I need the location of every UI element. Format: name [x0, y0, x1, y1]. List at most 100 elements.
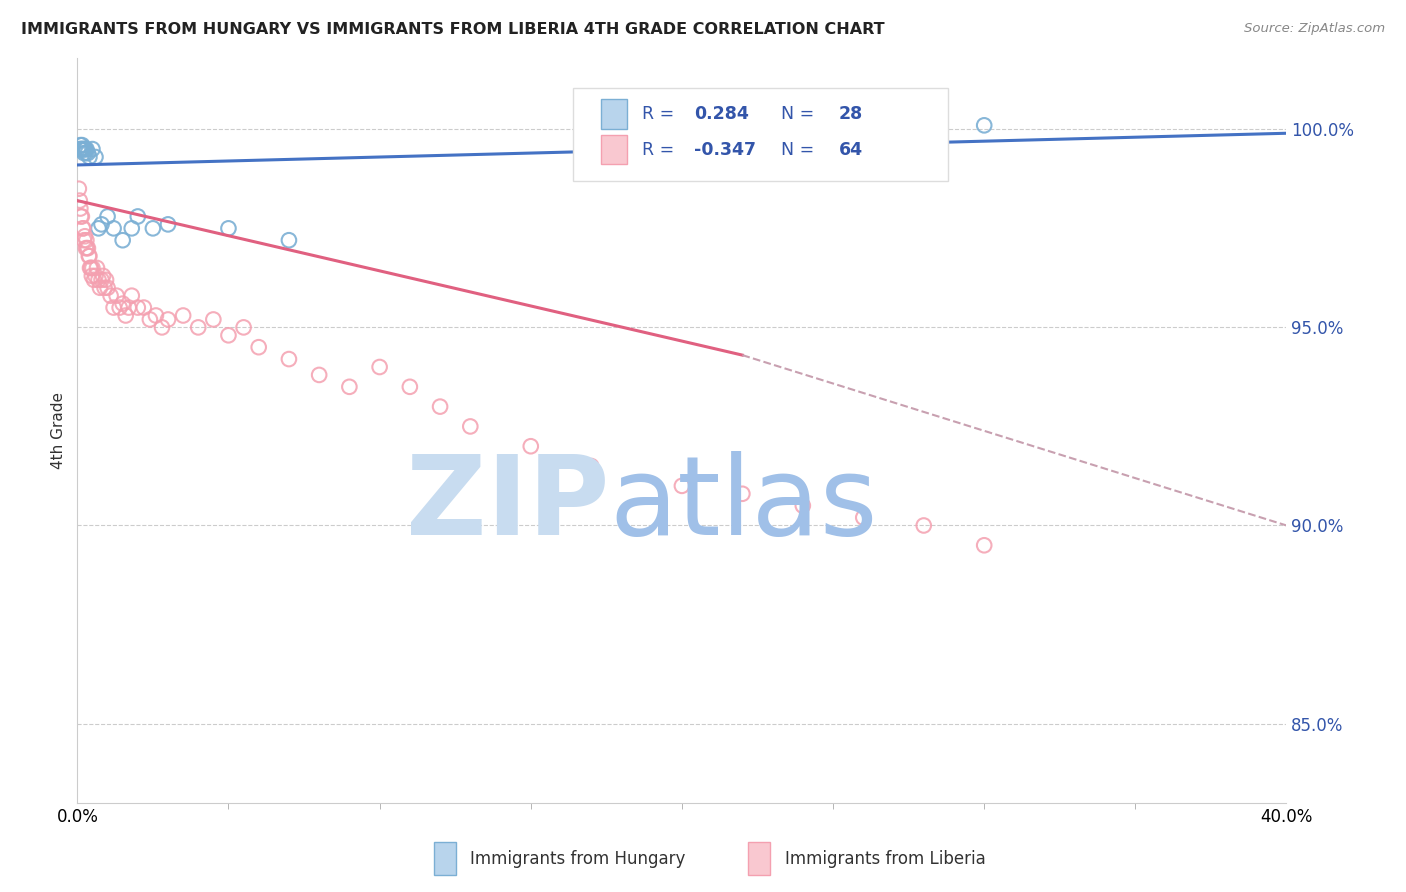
Text: Immigrants from Hungary: Immigrants from Hungary [470, 850, 686, 868]
Point [731, 487, 754, 501]
Point [89, 281, 111, 295]
Point [80, 268, 103, 283]
Point [187, 320, 209, 334]
Point [70, 138, 93, 153]
Point [103, 301, 125, 315]
Point [73, 229, 96, 244]
Point [96, 210, 118, 224]
Point [94, 273, 117, 287]
Point [121, 221, 143, 235]
Point [69, 194, 91, 208]
Point [278, 233, 301, 247]
FancyBboxPatch shape [574, 87, 948, 181]
Point [79, 260, 101, 275]
Point [72, 142, 94, 156]
Bar [434, 842, 456, 875]
Point [83, 273, 105, 287]
Point [145, 309, 167, 323]
Point [73, 233, 96, 247]
Point [75, 241, 97, 255]
Point [70, 142, 93, 156]
Text: -0.347: -0.347 [695, 141, 756, 159]
Point [520, 439, 543, 453]
Point [100, 288, 122, 302]
Text: 0.284: 0.284 [695, 105, 749, 123]
Point [111, 233, 134, 247]
Point [73, 146, 96, 161]
Point [103, 221, 125, 235]
Point [157, 218, 180, 232]
Point [232, 320, 254, 334]
Point [72, 142, 94, 156]
Point [399, 380, 422, 394]
Point [91, 268, 114, 283]
Point [69, 138, 91, 153]
Text: R =: R = [643, 141, 679, 159]
Text: IMMIGRANTS FROM HUNGARY VS IMMIGRANTS FROM LIBERIA 4TH GRADE CORRELATION CHART: IMMIGRANTS FROM HUNGARY VS IMMIGRANTS FR… [21, 22, 884, 37]
Point [75, 142, 97, 156]
Point [90, 218, 112, 232]
Point [86, 260, 108, 275]
Point [105, 288, 128, 302]
Point [90, 273, 112, 287]
Bar [600, 135, 627, 164]
Point [339, 380, 360, 394]
Point [202, 312, 225, 326]
Point [108, 301, 131, 315]
Point [93, 281, 115, 295]
Y-axis label: 4th Grade: 4th Grade [51, 392, 66, 469]
Point [114, 309, 136, 323]
Point [67, 182, 90, 196]
Point [172, 309, 194, 323]
Text: ZIP: ZIP [406, 451, 609, 558]
Point [70, 142, 93, 156]
Point [75, 146, 97, 161]
Point [247, 340, 270, 354]
Point [70, 210, 93, 224]
Point [792, 499, 814, 513]
Point [218, 221, 240, 235]
Text: N =: N = [770, 105, 820, 123]
Point [157, 312, 180, 326]
Point [118, 301, 141, 315]
Point [308, 368, 330, 382]
Point [912, 518, 935, 533]
Point [82, 142, 104, 156]
Point [76, 241, 98, 255]
Text: 28: 28 [839, 105, 863, 123]
Text: atlas: atlas [609, 451, 877, 558]
Point [69, 202, 91, 216]
Text: R =: R = [643, 105, 679, 123]
Point [852, 510, 875, 524]
Point [79, 150, 101, 164]
Point [84, 268, 107, 283]
Point [218, 328, 240, 343]
Point [278, 352, 301, 367]
Point [79, 249, 101, 263]
Point [581, 458, 603, 473]
Point [121, 288, 143, 302]
Point [82, 260, 104, 275]
Point [127, 301, 149, 315]
Point [458, 419, 481, 434]
Point [77, 249, 100, 263]
Point [973, 119, 995, 133]
Point [80, 260, 103, 275]
Point [69, 142, 91, 156]
Point [671, 479, 693, 493]
Point [368, 359, 391, 374]
Point [132, 301, 155, 315]
Point [96, 281, 118, 295]
Bar [600, 99, 627, 128]
Point [75, 233, 97, 247]
Text: N =: N = [770, 141, 820, 159]
Point [70, 210, 93, 224]
Point [973, 538, 995, 552]
Point [73, 142, 96, 156]
Text: Source: ZipAtlas.com: Source: ZipAtlas.com [1244, 22, 1385, 36]
Point [87, 273, 110, 287]
Point [77, 241, 100, 255]
Point [429, 400, 451, 414]
Point [87, 221, 110, 235]
Text: 64: 64 [839, 141, 863, 159]
